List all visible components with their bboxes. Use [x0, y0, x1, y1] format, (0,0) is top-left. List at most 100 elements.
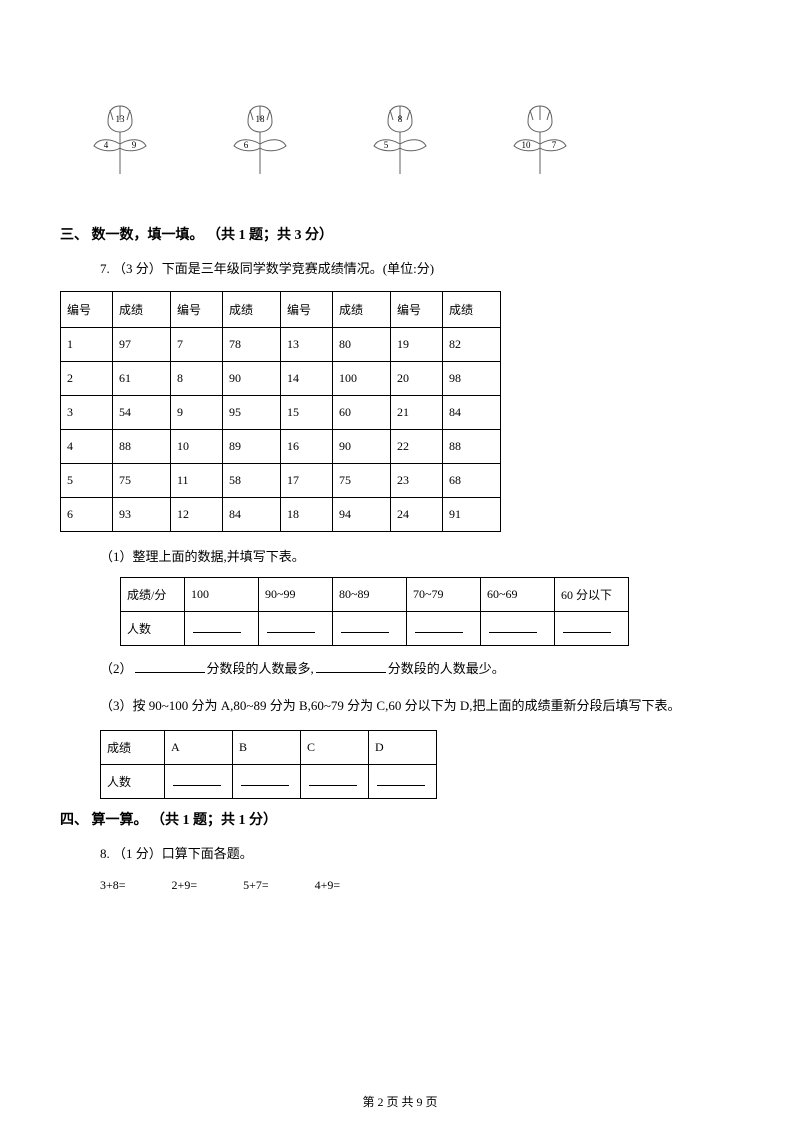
footer-text: 第 — [362, 1095, 377, 1109]
section-4-heading: 四、 算一算。 （共 1 题；共 1 分） — [60, 809, 740, 829]
table-cell[interactable] — [481, 612, 555, 646]
table-header-cell: 90~99 — [259, 578, 333, 612]
table-header-cell: 60 分以下 — [555, 578, 629, 612]
table-cell[interactable] — [407, 612, 481, 646]
table-cell: 78 — [223, 328, 281, 362]
table-cell[interactable] — [165, 765, 233, 799]
table-cell: 84 — [443, 396, 501, 430]
table-cell[interactable] — [555, 612, 629, 646]
section-3-heading: 三、 数一数，填一填。 （共 1 题；共 3 分） — [60, 224, 740, 244]
table-cell: 88 — [113, 430, 171, 464]
flower-3-left: 5 — [384, 140, 389, 150]
table-cell: 95 — [223, 396, 281, 430]
table-row: 35499515602184 — [61, 396, 501, 430]
sub2-text: 分数段的人数最少。 — [388, 661, 505, 676]
table-cell[interactable] — [233, 765, 301, 799]
table-header-cell: 编号 — [281, 292, 333, 328]
sub2-text: 分数段的人数最多, — [207, 661, 314, 676]
table-cell: 18 — [281, 498, 333, 532]
table-row: 261890141002098 — [61, 362, 501, 396]
table-cell: 5 — [61, 464, 113, 498]
table-row: 575115817752368 — [61, 464, 501, 498]
flower-row: 13 4 9 18 6 8 — [60, 100, 740, 184]
calc-item[interactable]: 5+7= — [243, 878, 269, 893]
table-cell: 9 — [171, 396, 223, 430]
table-header-cell: 100 — [185, 578, 259, 612]
table-cell: 75 — [333, 464, 391, 498]
table-row: 人数 — [121, 612, 629, 646]
calc-item[interactable]: 3+8= — [100, 878, 126, 893]
table-cell[interactable] — [185, 612, 259, 646]
flower-1-top: 13 — [116, 114, 126, 124]
table-cell: 80 — [333, 328, 391, 362]
table-cell: 91 — [443, 498, 501, 532]
table-cell: 54 — [113, 396, 171, 430]
table-row: 19777813801982 — [61, 328, 501, 362]
scores-table: 编号 成绩 编号 成绩 编号 成绩 编号 成绩 19777813801982 2… — [60, 291, 501, 532]
table-cell: 人数 — [101, 765, 165, 799]
table-cell: 14 — [281, 362, 333, 396]
flower-4-right: 7 — [552, 140, 557, 150]
flower-4: 10 7 — [500, 100, 580, 184]
table-cell: 60 — [333, 396, 391, 430]
table-cell: 90 — [223, 362, 281, 396]
table-cell: 11 — [171, 464, 223, 498]
table-row: 488108916902288 — [61, 430, 501, 464]
table-header-cell: 成绩 — [223, 292, 281, 328]
calc-item[interactable]: 2+9= — [172, 878, 198, 893]
table-cell: 23 — [391, 464, 443, 498]
table-cell[interactable] — [333, 612, 407, 646]
table-cell: 97 — [113, 328, 171, 362]
flower-2-left: 6 — [244, 140, 249, 150]
table-cell: 13 — [281, 328, 333, 362]
table-row: 成绩 A B C D — [101, 731, 437, 765]
table-cell: 84 — [223, 498, 281, 532]
blank-input[interactable] — [135, 661, 205, 673]
table-header-cell: C — [301, 731, 369, 765]
table-cell: 82 — [443, 328, 501, 362]
table-header-cell: 60~69 — [481, 578, 555, 612]
table-header-cell: A — [165, 731, 233, 765]
footer-text: 页 — [423, 1095, 438, 1109]
table-cell[interactable] — [301, 765, 369, 799]
table-cell: 12 — [171, 498, 223, 532]
table-header-cell: 80~89 — [333, 578, 407, 612]
table-cell: 90 — [333, 430, 391, 464]
table-header-cell: 编号 — [171, 292, 223, 328]
flower-3: 8 5 — [360, 100, 440, 184]
table-header-cell: 成绩/分 — [121, 578, 185, 612]
table-cell: 24 — [391, 498, 443, 532]
table-cell: 15 — [281, 396, 333, 430]
table-header-cell: 成绩 — [101, 731, 165, 765]
flower-2: 18 6 — [220, 100, 300, 184]
table-cell: 98 — [443, 362, 501, 396]
table-cell: 94 — [333, 498, 391, 532]
table-row: 成绩/分 100 90~99 80~89 70~79 60~69 60 分以下 — [121, 578, 629, 612]
flower-2-top: 18 — [256, 114, 266, 124]
table-cell[interactable] — [369, 765, 437, 799]
table-row: 人数 — [101, 765, 437, 799]
q7-sub2: （2）分数段的人数最多,分数段的人数最少。 — [100, 658, 740, 677]
table-cell: 93 — [113, 498, 171, 532]
table-cell: 89 — [223, 430, 281, 464]
calc-item[interactable]: 4+9= — [315, 878, 341, 893]
table-header-cell: 编号 — [391, 292, 443, 328]
tally-table-1: 成绩/分 100 90~99 80~89 70~79 60~69 60 分以下 … — [120, 577, 629, 646]
table-header-cell: 成绩 — [113, 292, 171, 328]
table-cell[interactable] — [259, 612, 333, 646]
table-cell: 20 — [391, 362, 443, 396]
table-cell: 21 — [391, 396, 443, 430]
table-cell: 4 — [61, 430, 113, 464]
table-cell: 7 — [171, 328, 223, 362]
blank-input[interactable] — [316, 661, 386, 673]
page-footer: 第 2 页 共 9 页 — [0, 1093, 800, 1110]
table-cell: 10 — [171, 430, 223, 464]
table-header-cell: 编号 — [61, 292, 113, 328]
q7-sub1: （1）整理上面的数据,并填写下表。 — [100, 546, 740, 565]
flower-1-left: 4 — [104, 140, 109, 150]
table-cell: 8 — [171, 362, 223, 396]
table-cell: 61 — [113, 362, 171, 396]
table-header-cell: 70~79 — [407, 578, 481, 612]
table-cell: 22 — [391, 430, 443, 464]
table-header-cell: B — [233, 731, 301, 765]
